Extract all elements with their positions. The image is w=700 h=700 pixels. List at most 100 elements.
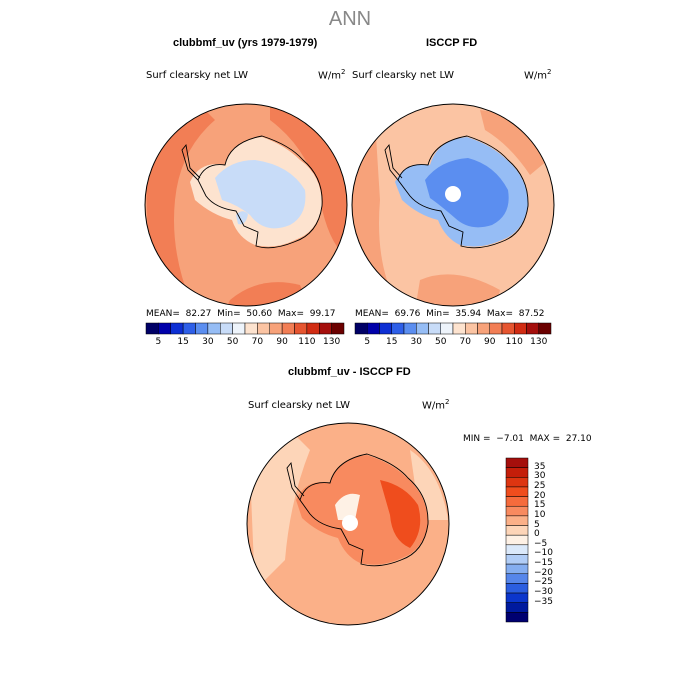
colorbar-model-swatch: [170, 322, 184, 335]
colorbar-diff-swatch: [505, 467, 529, 478]
map-model-warm-west: [145, 105, 215, 305]
colorbar-diff-swatch: [505, 602, 529, 613]
colorbar-diff-tick-label: 15: [534, 500, 546, 511]
colorbar-diff-tick-label: −5: [534, 538, 548, 549]
map-obs: [351, 103, 555, 307]
subtitle-diff: Surf clearsky net LW: [248, 400, 351, 411]
map-diff-land-warm: [296, 455, 428, 565]
colorbar-diff-tick-label: 0: [534, 529, 540, 540]
colorbar-model-tick-label: 70: [251, 337, 264, 347]
map-obs-coastline: [397, 135, 529, 249]
colorbar-obs-swatch: [452, 322, 466, 335]
map-model-coastline: [197, 135, 323, 249]
colorbar-model-tick-label: 90: [276, 337, 288, 347]
colorbar-obs-tick-label: 110: [505, 337, 523, 347]
colorbar-diff: [505, 457, 529, 623]
colorbar-model-swatch: [232, 322, 246, 335]
map-diff-near-zero: [335, 493, 360, 520]
map-diff-polar-gap: [342, 515, 358, 531]
colorbar-model-swatch: [207, 322, 221, 335]
colorbar-model-tick-label: 130: [323, 337, 341, 347]
colorbar-diff-swatch: [505, 563, 529, 575]
map-obs-peninsula: [384, 143, 403, 181]
colorbar-diff-tick-label: −35: [534, 596, 553, 607]
colorbar-diff-tick-label: −20: [534, 567, 553, 578]
main-title: ANN: [328, 8, 372, 30]
colorbar-diff-swatch: [505, 554, 529, 565]
map-model-peninsula: [181, 143, 201, 181]
colorbar-model-tick-label: 15: [177, 337, 189, 347]
colorbar-diff-swatch: [505, 505, 529, 517]
colorbar-obs-swatch: [477, 322, 490, 335]
colorbar-model-swatch: [269, 322, 283, 335]
colorbar-obs-swatch: [501, 322, 515, 335]
map-model-cold-interior: [215, 160, 306, 229]
map-model: [144, 103, 348, 307]
colorbar-model-swatch: [281, 322, 295, 335]
colorbar-model-tick-label: 5: [155, 337, 162, 347]
colorbar-diff-swatch: [505, 612, 529, 623]
colorbar-diff-tick-label: 10: [534, 509, 546, 520]
colorbar-model-swatch: [319, 322, 332, 335]
colorbar-obs-tick-label: 5: [364, 337, 371, 347]
colorbar-diff-swatch: [505, 486, 529, 497]
map-model-border: [144, 103, 348, 307]
map-diff-border: [246, 422, 450, 626]
colorbar-diff-tick-label: 25: [534, 480, 546, 491]
colorbar-model-swatch: [331, 322, 345, 335]
colorbar-obs-swatch: [489, 322, 503, 335]
colorbar-obs-tick-label: 50: [435, 337, 447, 347]
colorbar-diff-tick-label: 30: [534, 471, 546, 482]
map-model-cold-ross: [236, 211, 248, 225]
colorbar-model-swatch: [294, 322, 308, 335]
colorbar-obs-swatch: [538, 322, 552, 335]
map-obs-border: [351, 103, 555, 307]
colorbar-model-swatch: [195, 322, 209, 335]
panel-title-obs: ISCCP FD: [426, 37, 478, 49]
colorbar-obs-swatch: [514, 322, 527, 335]
colorbar-obs-swatch: [354, 322, 368, 335]
colorbar-obs-tick-label: 15: [386, 337, 398, 347]
colorbar-diff-swatch: [505, 583, 529, 594]
colorbar-model-tick-label: 50: [226, 337, 239, 347]
colorbar-model: [145, 322, 345, 335]
colorbar-model-swatch: [145, 322, 159, 335]
colorbar-model-swatch: [257, 322, 270, 335]
colorbar-obs-swatch: [428, 322, 441, 335]
colorbar-model-swatch: [182, 322, 196, 335]
colorbar-diff-tick-label: 20: [534, 490, 546, 501]
units-obs: W/m2: [524, 68, 552, 82]
stats-obs: MEAN= 69.76 Min= 35.94 Max= 87.52: [355, 309, 545, 319]
map-diff-strong-east: [380, 480, 421, 548]
colorbar-diff-swatch: [505, 477, 529, 488]
colorbar-model-swatch: [220, 322, 233, 335]
colorbar-obs-swatch: [526, 322, 539, 335]
colorbar-obs-swatch: [465, 322, 478, 335]
subtitle-model: Surf clearsky net LW: [146, 70, 249, 81]
stats-diff: MIN = −7.01 MAX = 27.10: [463, 434, 592, 444]
map-obs-coldest-interior: [425, 158, 509, 228]
colorbar-diff-swatch: [505, 515, 529, 526]
colorbar-diff-tick-label: 35: [534, 461, 546, 472]
subtitle-obs: Surf clearsky net LW: [352, 70, 455, 81]
colorbar-diff-swatch: [505, 544, 529, 555]
colorbar-obs-swatch: [379, 322, 392, 335]
colorbar-diff-swatch: [505, 534, 529, 546]
colorbar-diff-swatch: [505, 457, 529, 468]
map-obs-polar-gap: [445, 186, 461, 202]
stats-model: MEAN= 82.27 Min= 50.60 Max= 99.17: [146, 309, 336, 319]
colorbar-obs-swatch: [416, 322, 429, 335]
panel-title-diff: clubbmf_uv - ISCCP FD: [288, 366, 411, 378]
colorbar-diff-swatch: [505, 496, 529, 507]
colorbar-obs: [354, 322, 552, 335]
colorbar-obs-swatch: [440, 322, 454, 335]
units-diff: W/m2: [422, 398, 450, 412]
map-obs-warm-south: [415, 274, 500, 306]
colorbar-diff-tick-label: −10: [534, 548, 553, 559]
units-model: W/m2: [318, 68, 346, 82]
colorbar-model-tick-label: 110: [298, 337, 316, 347]
colorbar-obs-swatch: [391, 322, 405, 335]
colorbar-obs-tick-label: 70: [459, 337, 471, 347]
map-diff-mild-west: [250, 430, 310, 590]
